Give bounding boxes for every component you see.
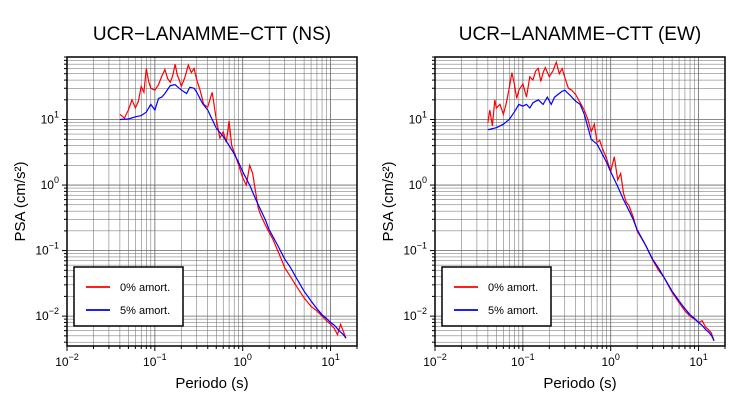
chart-panel-1: 10−2 10−1 100 101 10−2 10−1 100 101 UCR−LANAMME−… — [12, 24, 358, 392]
x-tick-label: 101 — [689, 352, 707, 369]
x-tick-label: 101 — [321, 352, 339, 369]
y-axis-label: PSA (cm/s²) — [12, 161, 29, 241]
legend-label: 0% amort. — [120, 282, 170, 294]
legend: 0% amort. 5% amort. — [441, 266, 552, 327]
plot-frame — [434, 56, 726, 347]
x-tick-label: 100 — [234, 352, 252, 369]
series-line-blue — [487, 89, 715, 342]
x-tick-label: 10−2 — [423, 352, 447, 369]
y-tick-label: 100 — [41, 175, 59, 192]
x-axis-label: Periodo (s) — [543, 375, 616, 392]
chart-title: UCR−LANAMME−CTT (EW) — [459, 24, 701, 45]
x-tick-label: 10−2 — [55, 352, 79, 369]
legend-label: 5% amort. — [488, 305, 538, 317]
series-line-red — [119, 63, 347, 339]
y-tick-label: 10−1 — [403, 241, 427, 258]
x-tick-label: 100 — [602, 352, 620, 369]
chart-title: UCR−LANAMME−CTT (NS) — [93, 24, 331, 45]
x-tick-label: 10−1 — [511, 352, 535, 369]
y-tick-label: 10−2 — [35, 306, 59, 323]
plot-frame — [66, 56, 358, 347]
y-axis-label: PSA (cm/s²) — [380, 161, 397, 241]
y-tick-label: 10−1 — [35, 241, 59, 258]
legend-box — [73, 266, 184, 327]
legend: 0% amort. 5% amort. — [73, 266, 184, 327]
y-tick-label: 100 — [409, 175, 427, 192]
y-tick-label: 101 — [41, 110, 59, 127]
series-line-blue — [119, 84, 347, 339]
x-axis-label: Periodo (s) — [175, 375, 248, 392]
legend-label: 0% amort. — [488, 282, 538, 294]
y-tick-label: 10−2 — [403, 306, 427, 323]
y-tick-label: 101 — [409, 110, 427, 127]
legend-box — [441, 266, 552, 327]
x-tick-label: 10−1 — [143, 352, 167, 369]
legend-label: 5% amort. — [120, 305, 170, 317]
chart-panel-2: 10−2 10−1 100 101 10−2 10−1 100 101 UCR−LANAMME−… — [380, 24, 726, 392]
